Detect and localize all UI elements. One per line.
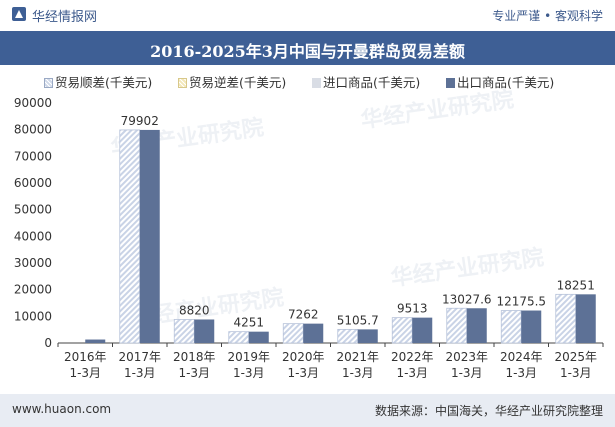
x-tick-label: 2020年 (282, 350, 325, 364)
y-tick-label: 90000 (14, 96, 52, 110)
x-tick-label: 1-3月 (124, 366, 156, 380)
x-tick-label: 1-3月 (178, 366, 210, 380)
x-tick-label: 2019年 (227, 350, 270, 364)
chart-title: 2016-2025年3月中国与开曼群岛贸易差额 (150, 42, 465, 61)
x-tick-label: 2022年 (391, 350, 434, 364)
y-tick-label: 50000 (14, 203, 52, 217)
x-tick-label: 1-3月 (69, 366, 101, 380)
y-tick-label: 70000 (14, 149, 52, 163)
legend-swatch-deficit (178, 78, 187, 88)
data-label: 7262 (288, 308, 319, 322)
legend-label-export: 出口商品(千美元) (457, 75, 555, 90)
bar-trade-surplus (282, 323, 304, 344)
bar-chart: 0 10000 20000 30000 40000 50000 60000 70000 8000… (14, 96, 604, 380)
y-tick-label: 10000 (14, 309, 52, 323)
data-label: 18251 (557, 278, 595, 292)
legend: 贸易顺差(千美元) 贸易逆差(千美元) 进口商品(千美元) 出口商品(千美元) (0, 72, 615, 92)
data-label: 79902 (121, 114, 159, 128)
title-bar: 2016-2025年3月中国与开曼群岛贸易差额 (0, 31, 615, 65)
x-tick-label: 1-3月 (560, 366, 592, 380)
brand-name: 华经情报网 (32, 10, 98, 25)
data-label: 9513 (397, 302, 428, 316)
tagline: 专业严谨 • 客观科学 (492, 9, 603, 23)
logo-icon (12, 7, 26, 21)
x-tick-label: 2023年 (445, 350, 488, 364)
bar-export (521, 310, 542, 343)
legend-swatch-surplus (44, 78, 53, 88)
x-tick-label: 1-3月 (233, 366, 265, 380)
bar-export (412, 317, 433, 343)
footer-url[interactable]: www.huaon.com (12, 402, 112, 416)
x-tick-label: 1-3月 (287, 366, 319, 380)
legend-item-export: 出口商品(千美元) (446, 72, 554, 91)
x-tick-label: 1-3月 (396, 366, 428, 380)
legend-swatch-export (446, 78, 455, 88)
legend-item-surplus: 贸易顺差(千美元) (44, 72, 152, 91)
legend-label-surplus: 贸易顺差(千美元) (55, 75, 153, 90)
x-tick-label: 2024年 (500, 350, 543, 364)
data-label: 8820 (179, 303, 210, 317)
bar-export (194, 319, 215, 343)
bar-trade-surplus (173, 319, 195, 344)
data-label: 5105.7 (337, 313, 379, 327)
legend-swatch-import (312, 78, 321, 88)
legend-label-import: 进口商品(千美元) (323, 75, 421, 90)
x-tick-label: 1-3月 (505, 366, 537, 380)
y-tick-label: 40000 (14, 229, 52, 243)
data-label: 13027.6 (442, 292, 492, 306)
bar-trade-surplus (446, 307, 468, 344)
legend-item-import: 进口商品(千美元) (312, 72, 420, 91)
y-tick-label: 60000 (14, 176, 52, 190)
x-tick-label: 2025年 (554, 350, 597, 364)
y-tick-label: 80000 (14, 123, 52, 137)
legend-label-deficit: 贸易逆差(千美元) (189, 75, 287, 90)
bar-trade-surplus (119, 129, 141, 344)
bar-trade-surplus (500, 310, 522, 344)
bar-export (139, 129, 160, 343)
data-label: 4251 (233, 316, 264, 330)
y-tick-label: 30000 (14, 256, 52, 270)
x-tick-label: 2016年 (64, 350, 107, 364)
top-bar: 华经情报网 专业严谨 • 客观科学 (0, 0, 615, 30)
x-tick-label: 2018年 (173, 350, 216, 364)
footer: www.huaon.com 数据来源：中国海关，华经产业研究院整理 (0, 394, 615, 427)
bar-export (248, 331, 269, 343)
bar-trade-surplus (391, 317, 413, 344)
y-tick-label: 0 (44, 336, 52, 350)
bar-export (85, 339, 106, 343)
data-label: 12175.5 (496, 295, 546, 309)
bar-export (357, 329, 378, 343)
footer-source: 数据来源：中国海关，华经产业研究院整理 (374, 404, 603, 418)
x-tick-label: 2021年 (336, 350, 379, 364)
y-tick-label: 20000 (14, 283, 52, 297)
bar-trade-surplus (337, 328, 359, 344)
x-tick-label: 2017年 (118, 350, 161, 364)
bar-trade-surplus (228, 331, 250, 344)
bar-export (466, 308, 487, 343)
bar-export (575, 294, 596, 343)
x-tick-label: 1-3月 (342, 366, 374, 380)
legend-item-deficit: 贸易逆差(千美元) (178, 72, 286, 91)
bar-export (303, 323, 324, 343)
x-tick-label: 1-3月 (451, 366, 483, 380)
bar-trade-surplus (555, 293, 577, 344)
